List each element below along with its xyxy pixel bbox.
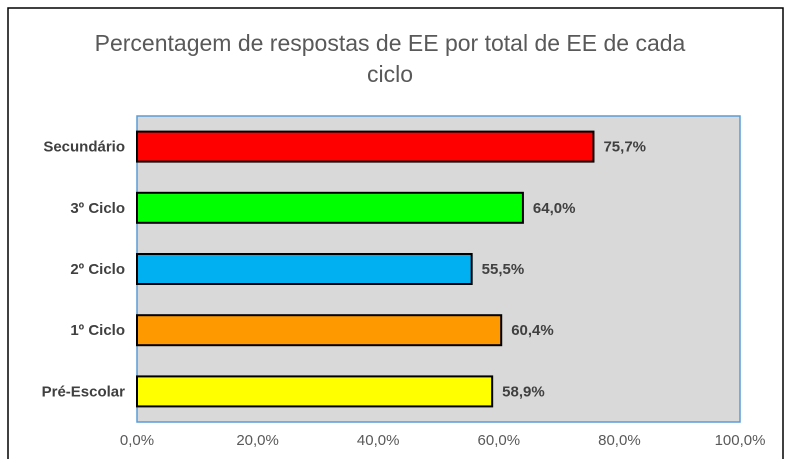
y-tick-label: 1º Ciclo (70, 322, 125, 339)
bar (136, 253, 473, 285)
data-label: 64,0% (533, 200, 576, 217)
x-tick-label: 40,0% (357, 432, 400, 449)
y-tick-label: Pré-Escolar (42, 383, 126, 400)
y-tick-label: Secundário (43, 139, 125, 156)
bar (136, 314, 503, 347)
chart-title: Percentagem de respostas de EE por total… (94, 30, 686, 87)
x-tick-label: 80,0% (598, 432, 641, 449)
y-tick-label: 3º Ciclo (70, 200, 125, 217)
y-tick-label: 2º Ciclo (70, 261, 125, 278)
bar (136, 191, 524, 224)
data-label: 75,7% (603, 139, 646, 156)
x-tick-label: 60,0% (478, 432, 521, 449)
x-tick-label: 100,0% (715, 432, 766, 449)
data-label: 55,5% (482, 261, 525, 278)
frame (7, 7, 784, 459)
data-label: 58,9% (502, 383, 545, 400)
bar (136, 130, 595, 163)
x-tick-label: 20,0% (236, 432, 279, 449)
x-tick-label: 0,0% (120, 432, 154, 449)
bar (136, 375, 494, 408)
data-label: 60,4% (511, 322, 554, 339)
